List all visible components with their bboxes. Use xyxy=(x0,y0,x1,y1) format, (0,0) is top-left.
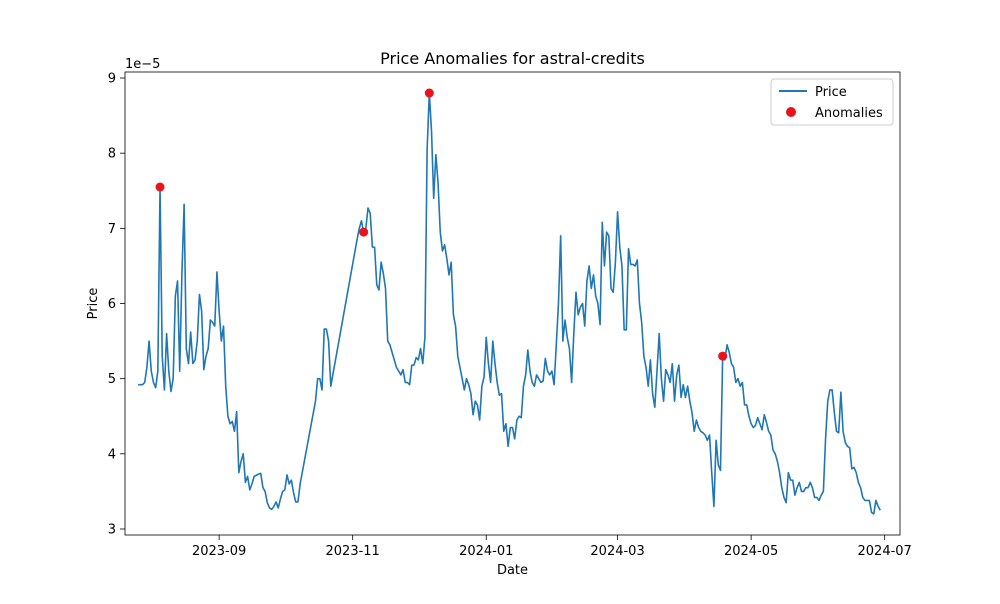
legend-price-label: Price xyxy=(815,85,847,100)
anomaly-points-layer xyxy=(155,88,728,361)
y-axis-offset-text: 1e−5 xyxy=(125,57,160,72)
anomaly-point-3 xyxy=(424,88,434,98)
x-tick-label-5: 2024-05 xyxy=(724,544,778,559)
y-tick-label-4: 6 xyxy=(108,297,116,312)
x-tick-label-6: 2024-07 xyxy=(858,544,912,559)
legend-anomalies-swatch xyxy=(786,107,796,117)
x-tick-label-4: 2024-03 xyxy=(590,544,644,559)
anomaly-point-4 xyxy=(718,351,728,361)
y-tick-label-3: 5 xyxy=(108,372,116,387)
x-tick-label-2: 2023-11 xyxy=(326,544,380,559)
chart-title: Price Anomalies for astral-credits xyxy=(380,49,645,68)
price-series-line xyxy=(138,92,881,515)
y-axis: 3 4 5 6 7 8 9 xyxy=(108,72,125,537)
y-tick-label-2: 4 xyxy=(108,447,116,462)
y-axis-label: Price xyxy=(86,288,101,320)
y-tick-label-1: 3 xyxy=(108,522,116,537)
x-tick-label-1: 2023-09 xyxy=(192,544,246,559)
legend-anomalies-label: Anomalies xyxy=(815,106,883,121)
x-tick-label-3: 2024-01 xyxy=(459,544,513,559)
y-tick-label-5: 7 xyxy=(108,222,116,237)
y-tick-label-7: 9 xyxy=(108,72,116,87)
x-axis-label: Date xyxy=(497,563,528,578)
x-axis: 2023-09 2023-11 2024-01 2024-03 2024-05 2024-… xyxy=(192,535,912,559)
y-tick-label-6: 8 xyxy=(108,147,116,162)
legend: Price Anomalies xyxy=(770,78,894,126)
anomaly-point-2 xyxy=(359,227,369,237)
price-line-layer xyxy=(138,92,881,515)
anomaly-point-1 xyxy=(155,182,165,192)
axes-background xyxy=(125,72,900,535)
plot-area xyxy=(124,71,901,536)
